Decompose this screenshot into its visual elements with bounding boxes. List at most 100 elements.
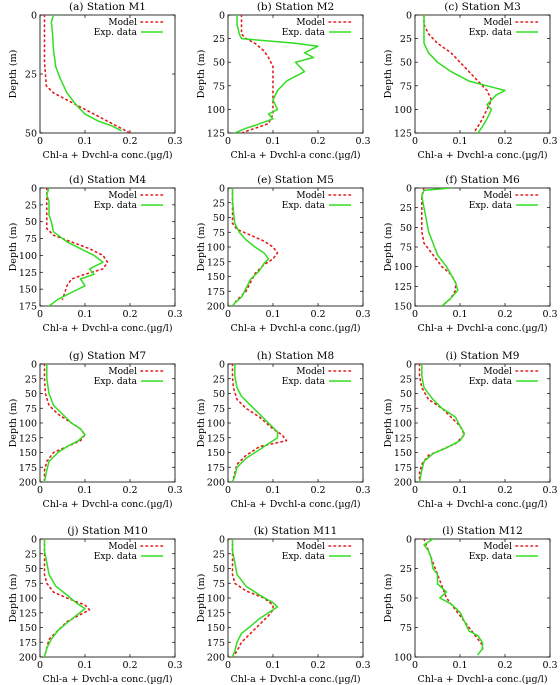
legend-label-model: Model [296, 191, 325, 201]
legend-label-exp: Exp. data [469, 201, 513, 211]
y-tick-label: 75 [400, 404, 412, 415]
y-tick-label: 50 [400, 58, 412, 69]
model-series-line [231, 364, 288, 482]
y-tick-label: 200 [207, 302, 225, 313]
y-tick-label: 125 [207, 129, 225, 140]
y-tick-label: 75 [213, 579, 225, 590]
y-tick-label: 175 [19, 463, 37, 474]
x-tick-label: 0.1 [265, 136, 280, 147]
x-tick-label: 0.2 [122, 309, 137, 320]
x-tick-label: 0.3 [355, 660, 370, 671]
y-tick-label: 200 [207, 653, 225, 664]
subplot-9: (i) Station M9 0 0.1 0.2 0.3 0 25 50 75 100 125 150… [383, 350, 558, 510]
x-tick-label: 0.2 [122, 136, 137, 147]
exp-data-series-line [231, 539, 279, 657]
exp-data-series-line [234, 15, 319, 133]
subplot-5: (e) Station M5 0 0.1 0.2 0.3 0 25 50 75 100 125 150… [196, 174, 371, 334]
x-axis-label: Chl-a + Dvchl-a conc.(µg/l) [417, 150, 547, 161]
y-axis-label: Depth (m) [196, 223, 207, 272]
exp-data-series-line [418, 364, 466, 482]
y-tick-label: 100 [394, 262, 412, 273]
model-series-line [423, 539, 484, 652]
y-axis-label: Depth (m) [8, 574, 19, 623]
y-tick-label: 150 [19, 448, 37, 459]
x-tick-label: 0.1 [265, 485, 280, 496]
y-tick-label: 0 [406, 184, 412, 195]
subplot-12: (l) Station M12 0 0.1 0.2 0.3 0 25 50 75 100 Chl-a… [383, 525, 558, 685]
x-tick-label: 0.3 [355, 485, 370, 496]
x-tick-label: 0 [37, 136, 43, 147]
x-tick-label: 0 [412, 485, 418, 496]
y-tick-label: 50 [213, 564, 225, 575]
legend-label-exp: Exp. data [282, 377, 326, 387]
y-axis-label: Depth (m) [383, 223, 394, 272]
x-axis-label: Chl-a + Dvchl-a conc.(µg/l) [417, 674, 547, 685]
y-tick-label: 50 [213, 389, 225, 400]
x-tick-label: 0.3 [167, 485, 182, 496]
legend-label-model: Model [108, 367, 137, 377]
x-tick-label: 0.2 [122, 485, 137, 496]
model-series-line [231, 539, 274, 657]
plot-frame [39, 187, 176, 307]
y-tick-label: 100 [394, 653, 412, 664]
model-series-line [421, 188, 457, 306]
exp-data-series-line [231, 364, 279, 482]
y-tick-label: 75 [400, 623, 412, 634]
legend-label-model: Model [483, 367, 512, 377]
x-tick-label: 0.3 [167, 309, 182, 320]
x-tick-label: 0.2 [122, 660, 137, 671]
exp-data-series-line [50, 15, 122, 132]
y-axis-label: Depth (m) [8, 50, 19, 99]
exp-data-series-line [423, 15, 506, 133]
y-tick-label: 125 [19, 268, 37, 279]
y-tick-label: 125 [19, 608, 37, 619]
y-tick-label: 175 [19, 638, 37, 649]
legend-label-model: Model [483, 542, 512, 552]
x-tick-label: 0.1 [77, 309, 92, 320]
y-axis-label: Depth (m) [196, 574, 207, 623]
x-tick-label: 0.2 [310, 485, 325, 496]
x-tick-label: 0.3 [355, 136, 370, 147]
y-axis-label: Depth (m) [383, 50, 394, 99]
legend-label-exp: Exp. data [282, 201, 326, 211]
model-series-line [423, 15, 493, 133]
x-tick-label: 0.2 [497, 136, 512, 147]
subplot-title: (k) Station M11 [254, 525, 338, 537]
y-tick-label: 50 [25, 217, 37, 228]
x-axis-label: Chl-a + Dvchl-a conc.(µg/l) [230, 499, 360, 510]
x-tick-label: 0.1 [77, 660, 92, 671]
subplot-1: (a) Station M1 0 0.1 0.2 0.3 0 25 50 Chl-a + Dvc… [8, 1, 183, 161]
y-tick-label: 150 [19, 285, 37, 296]
y-tick-label: 25 [400, 203, 412, 214]
y-tick-label: 25 [213, 34, 225, 45]
y-tick-label: 100 [207, 419, 225, 430]
x-tick-label: 0.3 [167, 660, 182, 671]
x-axis-label: Chl-a + Dvchl-a conc.(µg/l) [42, 499, 172, 510]
y-tick-label: 125 [207, 608, 225, 619]
y-axis-label: Depth (m) [8, 399, 19, 448]
y-tick-label: 200 [19, 653, 37, 664]
x-tick-label: 0.1 [265, 660, 280, 671]
x-tick-label: 0.2 [310, 309, 325, 320]
x-tick-label: 0.1 [77, 485, 92, 496]
y-tick-label: 125 [394, 433, 412, 444]
legend-label-exp: Exp. data [282, 28, 326, 38]
subplot-title: (c) Station M3 [444, 1, 521, 13]
y-tick-label: 150 [207, 272, 225, 283]
legend-label-model: Model [108, 191, 137, 201]
subplot-title: (e) Station M5 [257, 174, 334, 186]
y-tick-label: 0 [31, 11, 37, 22]
model-series-line [231, 188, 279, 306]
subplot-6: (f) Station M6 0 0.1 0.2 0.3 0 25 50 75 100 125 150… [383, 174, 558, 334]
subplot-title: (f) Station M6 [445, 174, 520, 186]
y-tick-label: 0 [31, 184, 37, 195]
y-tick-label: 50 [400, 594, 412, 605]
y-tick-label: 75 [213, 404, 225, 415]
subplot-8: (h) Station M8 0 0.1 0.2 0.3 0 25 50 75 100 125 150… [196, 350, 371, 510]
x-axis-label: Chl-a + Dvchl-a conc.(µg/l) [42, 674, 172, 685]
exp-data-series-line [231, 188, 270, 306]
subplot-10: (j) Station M10 0 0.1 0.2 0.3 0 25 50 75 100 125 15… [8, 525, 183, 685]
subplot-7: (g) Station M7 0 0.1 0.2 0.3 0 25 50 75 100 125 150… [8, 350, 183, 510]
y-tick-label: 25 [25, 374, 37, 385]
x-tick-label: 0.1 [452, 660, 467, 671]
